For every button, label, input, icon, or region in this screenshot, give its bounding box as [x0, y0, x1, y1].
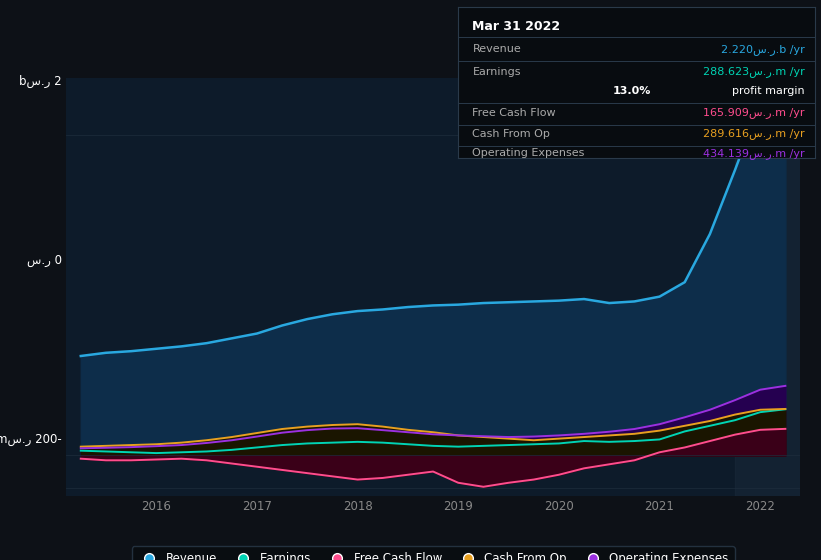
Text: Operating Expenses: Operating Expenses: [472, 148, 585, 158]
Text: 165.909س.ر.m /yr: 165.909س.ر.m /yr: [703, 107, 805, 118]
Text: mس.ر 200-: mس.ر 200-: [0, 433, 62, 446]
Legend: Revenue, Earnings, Free Cash Flow, Cash From Op, Operating Expenses: Revenue, Earnings, Free Cash Flow, Cash …: [131, 546, 735, 560]
Text: س.ر 0: س.ر 0: [26, 254, 62, 267]
Text: Earnings: Earnings: [472, 67, 521, 77]
Text: profit margin: profit margin: [725, 86, 805, 96]
Text: 13.0%: 13.0%: [612, 86, 651, 96]
Text: bس.ر 2: bس.ر 2: [19, 74, 62, 88]
Text: 289.616س.ر.m /yr: 289.616س.ر.m /yr: [703, 128, 805, 139]
Text: Free Cash Flow: Free Cash Flow: [472, 108, 556, 118]
Text: Revenue: Revenue: [472, 44, 521, 54]
Text: Cash From Op: Cash From Op: [472, 129, 550, 139]
Text: 2.220س.ر.b /yr: 2.220س.ر.b /yr: [721, 44, 805, 54]
Text: Mar 31 2022: Mar 31 2022: [472, 20, 561, 33]
Text: 434.139س.ر.m /yr: 434.139س.ر.m /yr: [703, 148, 805, 159]
Bar: [735, 78, 800, 496]
Text: 288.623س.ر.m /yr: 288.623س.ر.m /yr: [703, 66, 805, 77]
